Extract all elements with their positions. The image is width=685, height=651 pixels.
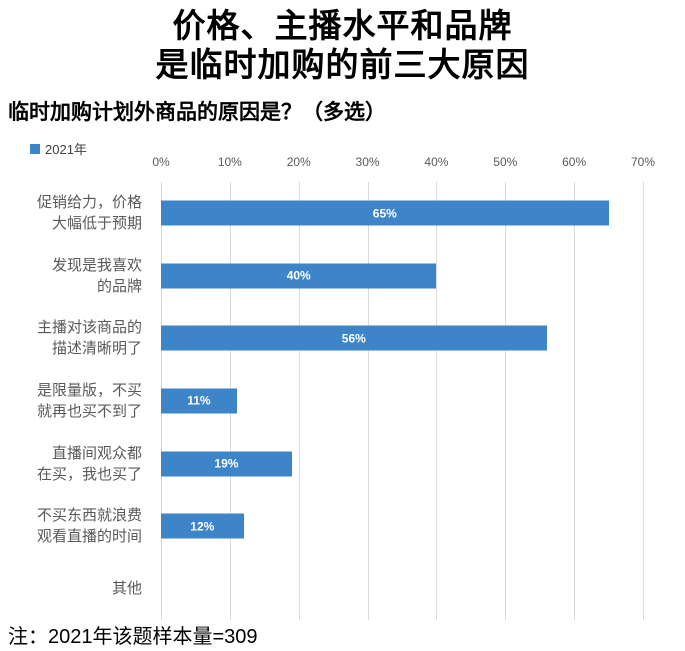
axis-tick-label: 30%: [355, 155, 380, 169]
category-label: 其他: [111, 580, 142, 598]
value-bar: 40%: [161, 263, 437, 289]
bar-row: 发现是我喜欢 的品牌 40%: [0, 245, 685, 308]
data-label: 40%: [286, 268, 311, 283]
axis-tick-label: 60%: [562, 155, 587, 169]
chart-legend: 2021年: [30, 139, 87, 158]
data-label: 56%: [341, 331, 366, 346]
legend-swatch-icon: [30, 143, 40, 154]
axis-tick-label: 40%: [424, 155, 449, 169]
category-label: 不买东西就浪费 观看直播的时间: [36, 507, 142, 546]
category-label: 主播对该商品的 描述清晰明了: [36, 319, 142, 358]
bar-row: 主播对该商品的 描述清晰明了 56%: [0, 307, 685, 370]
category-label: 促销给力，价格 大幅低于预期: [36, 194, 142, 233]
gridline: [436, 182, 438, 620]
chart-note: 注：2021年该题样本量=309: [8, 626, 258, 648]
axis-tick-label: 20%: [286, 155, 311, 169]
chart-title-line-2: 是临时加购的前三大原因: [155, 46, 530, 83]
axis-tick-label: 0%: [152, 155, 170, 169]
category-label: 直播间观众都 在买，我也买了: [36, 444, 142, 483]
bar-row: 直播间观众都 在买，我也买了 19%: [0, 432, 685, 495]
axis-tick-label: 50%: [493, 155, 518, 169]
bar-row: 促销给力，价格 大幅低于预期 65%: [0, 182, 685, 245]
chart-subtitle: 临时加购计划外商品的原因是？（多选）: [8, 101, 386, 124]
bar-row: 是限量版，不买 就再也买不到了 11%: [0, 370, 685, 433]
bar-rows: 促销给力，价格 大幅低于预期 65% 发现是我喜欢 的品牌 40% 主播对该商品…: [0, 182, 685, 620]
category-label: 发现是我喜欢 的品牌: [51, 256, 142, 295]
value-bar: 12%: [161, 513, 244, 539]
bar-row: 不买东西就浪费 观看直播的时间 12%: [0, 495, 685, 558]
chart-title: 价格、主播水平和品牌 是临时加购的前三大原因: [0, 6, 685, 84]
data-label: 11%: [187, 393, 211, 408]
data-label: 19%: [214, 456, 239, 471]
axis-tick-label: 10%: [217, 155, 242, 169]
data-label: 12%: [190, 519, 215, 534]
value-bar: 11%: [161, 388, 237, 414]
chart-title-line-1: 价格、主播水平和品牌: [172, 7, 513, 44]
gridline: [574, 182, 576, 620]
value-bar: 65%: [161, 200, 609, 226]
data-label: 65%: [372, 206, 397, 221]
gridline: [298, 182, 300, 620]
gridline: [367, 182, 369, 620]
gridline: [505, 182, 507, 620]
value-bar: 56%: [161, 325, 547, 351]
gridline: [643, 182, 644, 620]
value-bar: 19%: [161, 451, 292, 477]
category-label: 是限量版，不买 就再也买不到了: [36, 381, 142, 420]
x-axis: 0% 10% 20% 30% 40% 50% 60% 70%: [152, 155, 655, 171]
legend-series-label: 2021年: [45, 142, 87, 157]
bar-row: 其他: [0, 557, 685, 620]
axis-tick-label: 70%: [630, 155, 656, 169]
